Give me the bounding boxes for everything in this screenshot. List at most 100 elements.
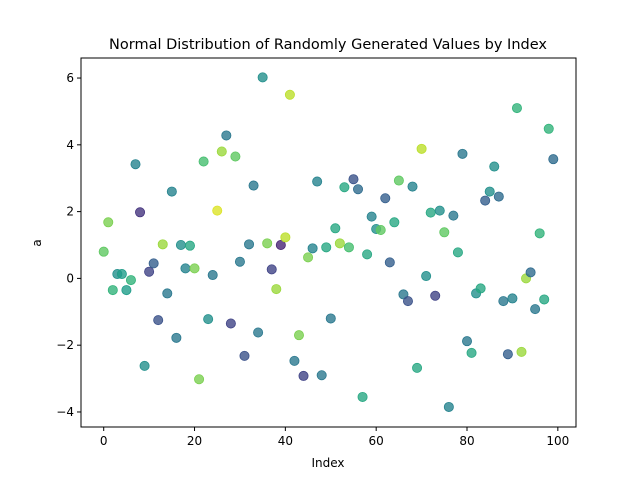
data-point	[139, 360, 150, 371]
data-point	[343, 242, 354, 253]
data-point	[489, 161, 500, 172]
data-point	[516, 346, 527, 357]
data-point	[375, 224, 386, 235]
y-tick-label: 0	[66, 271, 74, 285]
data-point	[239, 350, 250, 361]
y-tick-label: −4	[56, 405, 74, 419]
data-point	[325, 313, 336, 324]
data-point	[225, 318, 236, 329]
plot-area-frame	[80, 57, 577, 428]
x-tick-label: 0	[100, 434, 108, 448]
data-point	[384, 257, 395, 268]
data-point	[425, 207, 436, 218]
x-tick-label: 20	[187, 434, 202, 448]
data-point	[339, 182, 350, 193]
x-tick-label: 100	[546, 434, 569, 448]
data-point	[257, 72, 268, 83]
data-point	[511, 103, 522, 114]
data-point	[484, 186, 495, 197]
data-point	[284, 89, 295, 100]
data-point	[362, 249, 373, 260]
data-point	[412, 362, 423, 373]
y-tick-label: 6	[66, 71, 74, 85]
data-point	[157, 239, 168, 250]
data-point	[539, 294, 550, 305]
data-point	[357, 391, 368, 402]
data-point	[466, 347, 477, 358]
data-point	[175, 239, 186, 250]
data-point	[430, 290, 441, 301]
data-point	[307, 243, 318, 254]
y-tick-label: 4	[66, 138, 74, 152]
data-point	[207, 270, 218, 281]
data-point	[493, 191, 504, 202]
data-point	[180, 263, 191, 274]
x-tick-label: 40	[278, 434, 293, 448]
data-point	[171, 332, 182, 343]
data-point	[421, 271, 432, 282]
data-point	[271, 284, 282, 295]
data-point	[462, 336, 473, 347]
data-point	[216, 146, 227, 157]
data-point	[248, 180, 259, 191]
data-point	[530, 304, 541, 315]
y-axis-label: a	[30, 239, 44, 246]
data-point	[543, 123, 554, 134]
data-point	[203, 314, 214, 325]
data-point	[439, 227, 450, 238]
data-point	[262, 238, 273, 249]
data-point	[230, 151, 241, 162]
data-point	[334, 238, 345, 249]
data-point	[144, 266, 155, 277]
data-point	[416, 143, 427, 154]
data-point	[198, 156, 209, 167]
data-point	[480, 195, 491, 206]
data-point	[148, 258, 159, 269]
data-point	[116, 269, 127, 280]
data-point	[507, 293, 518, 304]
data-point	[303, 252, 314, 263]
data-point	[321, 242, 332, 253]
data-point	[153, 315, 164, 326]
data-point	[534, 228, 545, 239]
x-axis-ticks: 0 20 40 60 80 100	[100, 427, 569, 448]
data-point	[162, 288, 173, 299]
data-point	[407, 181, 418, 192]
data-point	[298, 370, 309, 381]
data-point	[443, 401, 454, 412]
data-point	[448, 210, 459, 221]
data-point	[221, 130, 232, 141]
x-axis-label: Index	[311, 456, 344, 470]
data-point	[434, 205, 445, 216]
data-point	[389, 217, 400, 228]
data-points	[98, 72, 559, 412]
y-axis-ticks: −4 −2 0 2 4 6	[56, 71, 81, 419]
data-point	[121, 285, 132, 296]
data-point	[312, 176, 323, 187]
data-point	[348, 174, 359, 185]
data-point	[166, 186, 177, 197]
data-point	[502, 349, 513, 360]
data-point	[316, 370, 327, 381]
data-point	[289, 355, 300, 366]
data-point	[452, 247, 463, 258]
data-point	[103, 217, 114, 228]
data-point	[135, 207, 146, 218]
x-tick-label: 60	[369, 434, 384, 448]
chart-title: Normal Distribution of Randomly Generate…	[109, 37, 547, 53]
y-tick-label: 2	[66, 205, 74, 219]
data-point	[293, 330, 304, 341]
data-point	[234, 256, 245, 267]
data-point	[253, 327, 264, 338]
data-point	[212, 205, 223, 216]
data-point	[244, 239, 255, 250]
data-point	[380, 193, 391, 204]
data-point	[266, 264, 277, 275]
data-point	[525, 267, 536, 278]
data-point	[393, 175, 404, 186]
data-point	[125, 275, 136, 286]
data-point	[275, 239, 286, 250]
x-tick-label: 80	[459, 434, 474, 448]
